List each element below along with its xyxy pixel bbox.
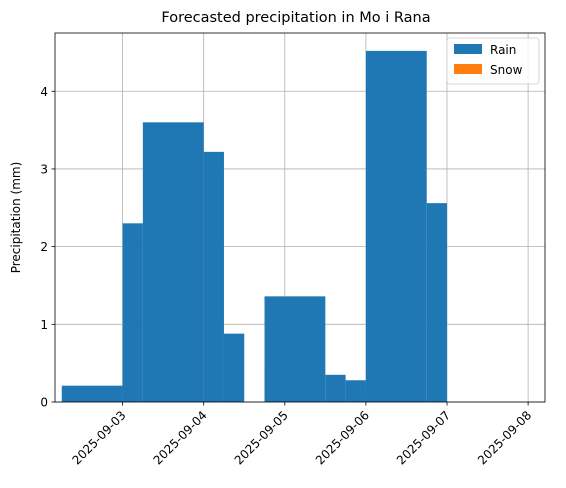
x-tick-label: 2025-09-07: [394, 408, 453, 467]
bar-rain-8: [325, 374, 346, 402]
x-tick-label: 2025-09-08: [475, 408, 534, 467]
ticks: 0 1 2 3 4 2025-09-03 2025-09-04 2025-09-05 2025-…: [40, 85, 534, 468]
bar-rain-0: [61, 385, 123, 402]
y-tick-label: 2: [40, 240, 48, 254]
y-tick-label: 4: [40, 85, 48, 99]
bar-rain-3: [203, 151, 224, 402]
y-tick-label: 1: [40, 318, 48, 332]
x-tick-label: 2025-09-04: [151, 408, 210, 467]
legend-label-rain: Rain: [490, 43, 516, 57]
y-axis-label: Precipitation (mm): [9, 162, 23, 274]
bar-rain-12: [426, 203, 447, 402]
legend-swatch-snow: [454, 64, 482, 74]
x-tick-label: 2025-09-06: [313, 408, 372, 467]
legend-label-snow: Snow: [490, 63, 523, 77]
bar-rain-4: [223, 333, 245, 402]
x-tick-label: 2025-09-05: [232, 408, 291, 467]
bar-rain-11: [365, 50, 427, 402]
chart-title: Forecasted precipitation in Mo i Rana: [161, 10, 430, 26]
bar-rain-7: [264, 296, 326, 402]
bar-rain-9: [345, 380, 366, 402]
bar-rain-2: [142, 122, 204, 402]
legend: Rain Snow: [446, 37, 540, 85]
y-tick-label: 3: [40, 162, 48, 176]
plot-frame: [54, 32, 546, 403]
bar-rain-1: [122, 223, 143, 402]
legend-swatch-rain: [454, 44, 482, 54]
x-tick-label: 2025-09-03: [69, 408, 128, 467]
y-tick-label: 0: [40, 396, 48, 410]
bars: [61, 50, 447, 402]
